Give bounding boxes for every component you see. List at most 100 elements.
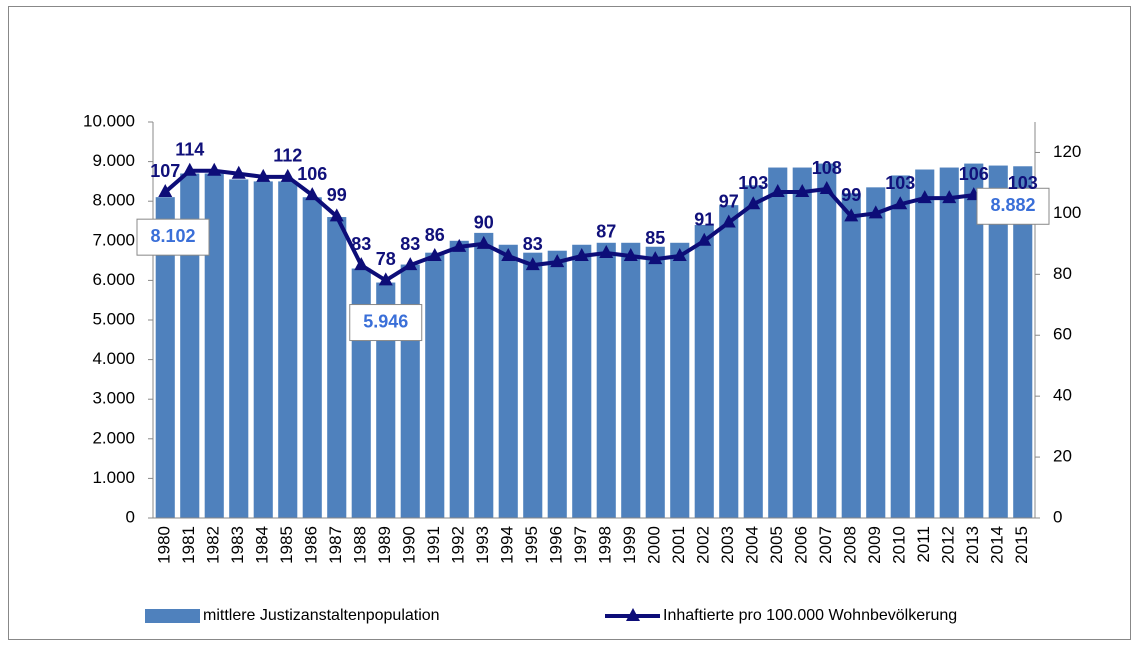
x-tick-label: 1988 bbox=[351, 526, 370, 564]
line-marker bbox=[770, 184, 785, 198]
line-marker bbox=[672, 248, 687, 262]
bar bbox=[817, 163, 837, 518]
bar bbox=[523, 252, 543, 518]
data-label: 103 bbox=[738, 173, 768, 193]
data-label: 83 bbox=[523, 234, 543, 254]
y-tick-label: 5.000 bbox=[92, 309, 135, 328]
y-tick-label: 6.000 bbox=[92, 270, 135, 289]
line-marker bbox=[403, 257, 418, 271]
x-tick-label: 1982 bbox=[204, 526, 223, 564]
y-tick-label: 1.000 bbox=[92, 468, 135, 487]
line-marker bbox=[501, 248, 516, 262]
data-label: 99 bbox=[327, 185, 347, 205]
x-tick-label: 2006 bbox=[792, 526, 811, 564]
x-tick-label: 1996 bbox=[547, 526, 566, 564]
bar bbox=[180, 173, 200, 519]
data-label: 107 bbox=[150, 161, 180, 181]
chart-frame bbox=[8, 6, 1131, 640]
bar bbox=[376, 282, 396, 518]
x-tick-label: 1987 bbox=[326, 526, 345, 564]
data-label: 5.946 bbox=[363, 311, 408, 331]
line-marker bbox=[893, 196, 908, 210]
x-tick-label: 2007 bbox=[816, 526, 835, 564]
line-marker bbox=[256, 168, 271, 182]
line-marker bbox=[158, 184, 173, 198]
bar bbox=[204, 173, 224, 519]
line-marker bbox=[844, 208, 859, 222]
bar bbox=[890, 175, 910, 518]
y-tick-label: 2.000 bbox=[92, 428, 135, 447]
y-tick-label: 0 bbox=[126, 507, 135, 526]
line-marker bbox=[207, 162, 222, 176]
data-label-box bbox=[136, 218, 210, 256]
x-tick-label: 1997 bbox=[571, 526, 590, 564]
y-tick-label: 4.000 bbox=[92, 349, 135, 368]
data-label: 97 bbox=[719, 191, 739, 211]
x-tick-label: 2010 bbox=[890, 526, 909, 564]
y-tick-label: 3.000 bbox=[92, 389, 135, 408]
bar bbox=[400, 264, 420, 518]
bar bbox=[425, 252, 445, 518]
x-tick-label: 1984 bbox=[253, 526, 272, 564]
x-tick-label: 1990 bbox=[400, 526, 419, 564]
bar bbox=[841, 193, 861, 518]
x-tick-label: 2014 bbox=[988, 526, 1007, 564]
line-marker bbox=[354, 257, 369, 271]
data-label: 99 bbox=[841, 185, 861, 205]
bar bbox=[253, 181, 273, 518]
x-tick-label: 1999 bbox=[620, 526, 639, 564]
bar bbox=[768, 167, 788, 519]
line-marker bbox=[746, 196, 761, 210]
line-marker bbox=[378, 272, 393, 286]
bar bbox=[866, 187, 886, 518]
bar bbox=[327, 217, 347, 519]
line-marker bbox=[868, 205, 883, 219]
y-tick-label: 9.000 bbox=[92, 151, 135, 170]
x-tick-label: 1989 bbox=[375, 526, 394, 564]
y2-tick-label: 60 bbox=[1053, 325, 1072, 344]
y2-tick-label: 80 bbox=[1053, 264, 1072, 283]
bar bbox=[988, 165, 1008, 518]
x-tick-label: 1986 bbox=[302, 526, 321, 564]
bar bbox=[621, 242, 641, 518]
bar bbox=[278, 181, 298, 518]
bar bbox=[547, 250, 567, 518]
bar bbox=[670, 242, 690, 518]
bar bbox=[694, 224, 714, 518]
x-tick-label: 2003 bbox=[718, 526, 737, 564]
bar bbox=[498, 244, 518, 518]
x-tick-label: 2015 bbox=[1012, 526, 1031, 564]
bar bbox=[229, 179, 249, 519]
line-marker bbox=[623, 248, 638, 262]
legend-label: mittlere Justizanstaltenpopulation bbox=[203, 607, 440, 624]
line-marker bbox=[452, 238, 467, 252]
x-tick-label: 2008 bbox=[841, 526, 860, 564]
data-label: 87 bbox=[596, 222, 616, 242]
line-marker bbox=[305, 187, 320, 201]
bar bbox=[1013, 166, 1033, 518]
line-marker bbox=[648, 251, 663, 265]
data-label: 106 bbox=[959, 164, 989, 184]
data-label: 8.882 bbox=[990, 195, 1035, 215]
legend-swatch bbox=[626, 608, 640, 621]
y-tick-label: 10.000 bbox=[83, 111, 135, 130]
data-label: 78 bbox=[376, 249, 396, 269]
line-marker bbox=[917, 190, 932, 204]
legend-label: Inhaftierte pro 100.000 Wohnbevölkerung bbox=[663, 607, 957, 624]
line-marker bbox=[280, 168, 295, 182]
x-tick-label: 1992 bbox=[449, 526, 468, 564]
data-label: 8.102 bbox=[150, 226, 195, 246]
x-tick-label: 1981 bbox=[179, 526, 198, 564]
y-tick-label: 7.000 bbox=[92, 230, 135, 249]
x-tick-label: 2002 bbox=[694, 526, 713, 564]
data-label: 103 bbox=[1008, 173, 1038, 193]
line-marker bbox=[599, 244, 614, 258]
data-label: 108 bbox=[812, 158, 842, 178]
bar bbox=[964, 163, 984, 518]
data-label: 114 bbox=[175, 139, 204, 159]
line-marker bbox=[476, 235, 491, 249]
data-label: 85 bbox=[645, 228, 665, 248]
bar bbox=[939, 167, 959, 519]
x-tick-label: 1993 bbox=[473, 526, 492, 564]
data-label: 83 bbox=[351, 234, 371, 254]
